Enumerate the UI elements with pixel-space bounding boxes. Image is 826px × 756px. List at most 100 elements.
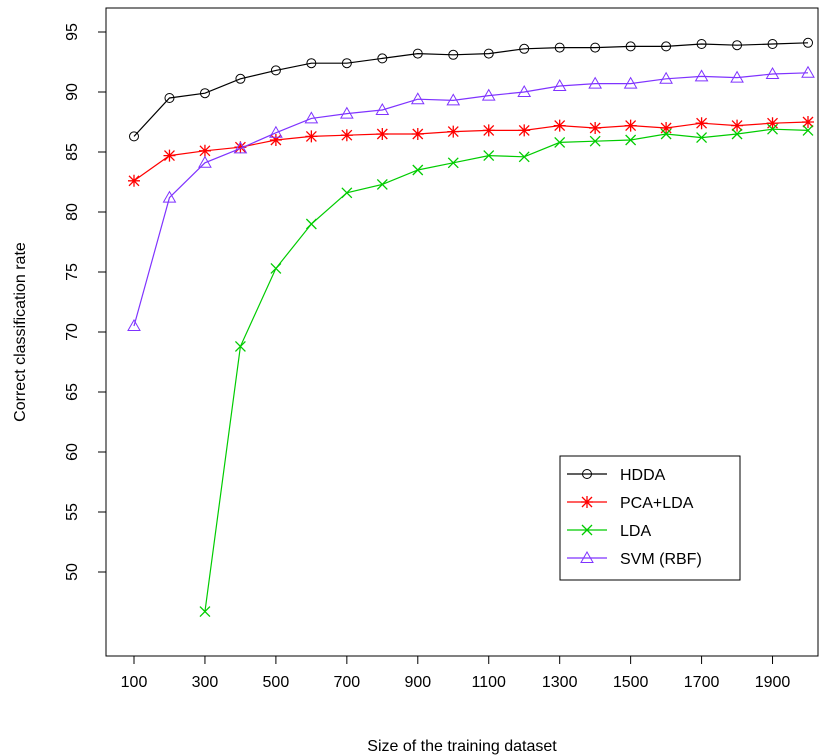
- x-tick-label: 1300: [542, 674, 578, 691]
- point: [270, 262, 282, 274]
- point: [801, 65, 815, 78]
- point: [696, 132, 708, 144]
- series-lda: [199, 123, 814, 618]
- x-axis-title: Size of the training dataset: [367, 738, 557, 755]
- point: [446, 93, 461, 106]
- y-tick-label: 85: [64, 143, 81, 161]
- point: [448, 49, 459, 60]
- x-tick-label: 500: [263, 674, 290, 691]
- point: [305, 218, 317, 230]
- point: [766, 117, 779, 130]
- point: [447, 125, 460, 138]
- point: [625, 134, 637, 146]
- point: [661, 41, 672, 52]
- series-line: [133, 42, 809, 137]
- point: [234, 340, 246, 352]
- point: [589, 135, 601, 147]
- point: [269, 134, 282, 146]
- point: [306, 58, 317, 69]
- point: [198, 144, 211, 157]
- point: [377, 53, 388, 64]
- series-hdda: [129, 37, 813, 142]
- point: [305, 130, 318, 143]
- point: [482, 124, 495, 137]
- point: [376, 128, 389, 140]
- x-tick-label: 700: [333, 674, 360, 691]
- point: [412, 164, 424, 176]
- point: [695, 117, 708, 130]
- legend-label: PCA+LDA: [620, 495, 694, 512]
- legend-label: SVM (RBF): [620, 551, 702, 568]
- y-tick-label: 75: [64, 263, 81, 281]
- point: [483, 48, 494, 59]
- point: [411, 128, 424, 140]
- point: [340, 129, 353, 142]
- y-tick-label: 70: [64, 323, 81, 341]
- y-axis: 50 55 60 65 70 75 80 85 90 95: [64, 23, 106, 581]
- point: [553, 119, 566, 132]
- point: [198, 155, 212, 168]
- point: [732, 40, 743, 51]
- point: [517, 84, 532, 97]
- point: [582, 469, 592, 479]
- point: [376, 178, 388, 190]
- point: [341, 187, 353, 199]
- x-tick-label: 100: [121, 674, 148, 691]
- x-tick-label: 1100: [472, 674, 507, 691]
- point: [731, 119, 744, 132]
- point: [589, 122, 602, 134]
- point: [269, 125, 283, 138]
- point: [802, 116, 814, 128]
- point: [554, 136, 566, 148]
- y-tick-label: 50: [64, 563, 81, 581]
- point: [162, 190, 177, 203]
- point: [659, 71, 673, 84]
- series-line: [133, 72, 809, 327]
- point: [694, 69, 709, 82]
- x-axis: 100 300 500 700 900 1100 1300 1500 1700 1900: [121, 656, 791, 691]
- point: [129, 131, 139, 142]
- x-tick-label: 1900: [755, 674, 791, 691]
- point: [588, 76, 603, 89]
- point: [518, 124, 531, 137]
- y-tick-label: 60: [64, 443, 81, 461]
- point: [339, 106, 354, 119]
- point: [660, 128, 672, 140]
- point: [581, 496, 593, 508]
- point: [590, 42, 601, 53]
- point: [412, 48, 423, 59]
- point: [127, 318, 141, 331]
- point: [481, 88, 496, 101]
- x-tick-label: 900: [404, 674, 431, 691]
- legend-box: [559, 455, 741, 581]
- point: [803, 37, 813, 48]
- series-line: [204, 128, 809, 612]
- point: [410, 92, 425, 105]
- legend: HDDA PCA+LDA LDA SVM (RBF): [559, 455, 741, 581]
- point: [767, 123, 778, 135]
- point: [518, 151, 530, 163]
- point: [660, 122, 673, 134]
- point: [730, 70, 744, 83]
- point: [519, 43, 530, 54]
- point: [199, 606, 211, 618]
- x-tick-label: 1500: [613, 674, 649, 691]
- point: [375, 102, 390, 115]
- point: [199, 88, 210, 99]
- y-axis-title: Correct classification rate: [12, 242, 29, 422]
- legend-label: LDA: [620, 523, 651, 540]
- y-tick-label: 55: [64, 503, 81, 521]
- point: [696, 39, 707, 49]
- x-tick-label: 1700: [684, 674, 720, 691]
- y-tick-label: 90: [64, 83, 81, 101]
- point: [304, 111, 319, 124]
- y-tick-label: 80: [64, 203, 81, 221]
- point: [233, 141, 248, 154]
- point: [623, 76, 638, 89]
- x-tick-label: 300: [192, 674, 219, 691]
- point: [767, 39, 778, 49]
- point: [580, 550, 594, 563]
- point: [731, 128, 743, 140]
- point: [581, 524, 593, 536]
